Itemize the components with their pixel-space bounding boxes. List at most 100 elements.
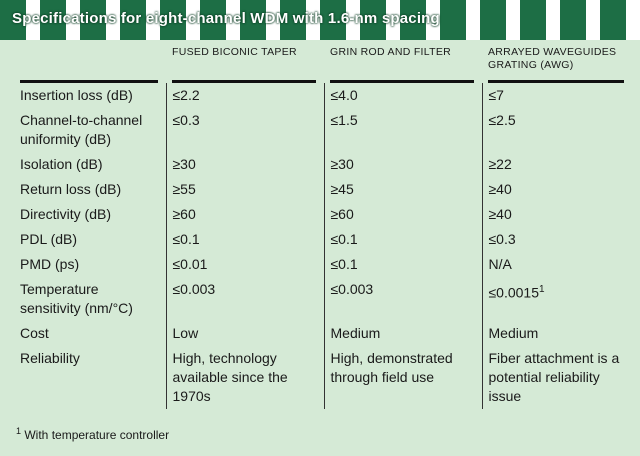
table-row: Isolation (dB) ≥30 ≥30 ≥22 bbox=[14, 152, 632, 177]
row-label: Cost bbox=[14, 321, 166, 346]
cell-text: ≥22 bbox=[488, 156, 512, 172]
cell: Fiber attachment is a potential reliabil… bbox=[481, 346, 632, 409]
cell-text: ≤1.5 bbox=[330, 112, 358, 128]
cell-text: ≤2.5 bbox=[488, 112, 516, 128]
cell: Medium bbox=[481, 321, 632, 346]
cell: ≤0.1 bbox=[165, 227, 324, 252]
footnote-text: With temperature controller bbox=[24, 428, 170, 442]
cell-text: ≥60 bbox=[330, 206, 354, 222]
cell-text: ≥45 bbox=[330, 181, 354, 197]
cell: ≤4.0 bbox=[323, 83, 482, 108]
title-bar: Specifications for eight-channel WDM wit… bbox=[0, 0, 640, 40]
row-label: Insertion loss (dB) bbox=[14, 83, 166, 108]
cell-text: Reliability bbox=[20, 350, 80, 366]
cell: High, technology available since the 197… bbox=[165, 346, 324, 409]
cell: ≥30 bbox=[323, 152, 482, 177]
footnote: 1 With temperature controller bbox=[16, 426, 169, 442]
cell: ≤7 bbox=[481, 83, 632, 108]
cell-text: Isolation (dB) bbox=[20, 156, 103, 172]
cell: ≤0.003 bbox=[323, 277, 482, 321]
table-row: Temperature sensitivity (nm/°C) ≤0.003 ≤0.… bbox=[14, 277, 632, 321]
cell-text: ≤7 bbox=[488, 87, 504, 103]
row-label: Isolation (dB) bbox=[14, 152, 166, 177]
table-row: Return loss (dB) ≥55 ≥45 ≥40 bbox=[14, 177, 632, 202]
cell-text: PDL (dB) bbox=[20, 231, 78, 247]
column-header-text: FUSED BICONIC TAPER bbox=[172, 46, 316, 83]
cell-text: Insertion loss (dB) bbox=[20, 87, 133, 103]
header-blank bbox=[14, 46, 166, 83]
row-label: Temperature sensitivity (nm/°C) bbox=[14, 277, 166, 321]
cell-text: High, technology available since the 197… bbox=[172, 350, 288, 404]
cell: ≥45 bbox=[323, 177, 482, 202]
column-header: GRIN ROD AND FILTER bbox=[324, 46, 482, 83]
table-row: Reliability High, technology available si… bbox=[14, 346, 632, 409]
cell-text: ≤4.0 bbox=[330, 87, 358, 103]
table-row: Channel-to-channel uniformity (dB) ≤0.3 ≤1… bbox=[14, 108, 632, 152]
spec-table: FUSED BICONIC TAPER GRIN ROD AND FILTER AR… bbox=[14, 46, 632, 409]
cell-text: ≤0.1 bbox=[172, 231, 200, 247]
cell: ≥30 bbox=[165, 152, 324, 177]
row-label: PDL (dB) bbox=[14, 227, 166, 252]
cell-text: ≥40 bbox=[488, 206, 512, 222]
row-label: Channel-to-channel uniformity (dB) bbox=[14, 108, 166, 152]
footnote-ref: 1 bbox=[539, 284, 545, 295]
cell: ≥40 bbox=[481, 202, 632, 227]
cell-text: ≥30 bbox=[172, 156, 196, 172]
cell: ≥40 bbox=[481, 177, 632, 202]
table-row: Insertion loss (dB) ≤2.2 ≤4.0 ≤7 bbox=[14, 83, 632, 108]
row-label: Reliability bbox=[14, 346, 166, 409]
cell-text: ≤0.0015 bbox=[488, 284, 540, 301]
cell: ≤2.2 bbox=[165, 83, 324, 108]
cell-text: ≥55 bbox=[172, 181, 196, 197]
cell: ≤1.5 bbox=[323, 108, 482, 152]
cell: ≤2.5 bbox=[481, 108, 632, 152]
footnote-marker: 1 bbox=[16, 426, 22, 436]
cell: ≤0.1 bbox=[323, 227, 482, 252]
row-label: Return loss (dB) bbox=[14, 177, 166, 202]
cell-text: Low bbox=[172, 325, 199, 341]
cell-text: ≤0.003 bbox=[330, 281, 374, 297]
cell-text: ≤0.1 bbox=[330, 256, 358, 272]
cell-text: ≤0.3 bbox=[172, 112, 200, 128]
table-row: PDL (dB) ≤0.1 ≤0.1 ≤0.3 bbox=[14, 227, 632, 252]
cell: ≥60 bbox=[165, 202, 324, 227]
cell: N/A bbox=[481, 252, 632, 277]
cell: Low bbox=[165, 321, 324, 346]
cell-text: ≥30 bbox=[330, 156, 354, 172]
table-row: Cost Low Medium Medium bbox=[14, 321, 632, 346]
title: Specifications for eight-channel WDM wit… bbox=[12, 10, 440, 27]
cell-text: Medium bbox=[330, 325, 381, 341]
cell-text: Return loss (dB) bbox=[20, 181, 122, 197]
cell: ≤0.3 bbox=[165, 108, 324, 152]
cell: High, demonstrated through field use bbox=[323, 346, 482, 409]
cell: ≤0.003 bbox=[165, 277, 324, 321]
table-row: Directivity (dB) ≥60 ≥60 ≥40 bbox=[14, 202, 632, 227]
cell-text: ≤0.003 bbox=[172, 281, 216, 297]
cell-text: High, demonstrated through field use bbox=[330, 350, 453, 385]
cell-text: Temperature sensitivity (nm/°C) bbox=[20, 281, 133, 316]
column-header: FUSED BICONIC TAPER bbox=[166, 46, 324, 83]
cell: ≤0.01 bbox=[165, 252, 324, 277]
cell-text: Cost bbox=[20, 325, 49, 341]
cell-text: Medium bbox=[488, 325, 539, 341]
cell: ≤0.00151 bbox=[481, 277, 632, 321]
cell-text: ≥40 bbox=[488, 181, 512, 197]
cell-text: ≤0.01 bbox=[172, 256, 208, 272]
column-header: ARRAYED WAVEGUIDES GRATING (AWG) bbox=[482, 46, 632, 83]
cell: ≤0.3 bbox=[481, 227, 632, 252]
cell-text: ≥60 bbox=[172, 206, 196, 222]
cell-text: Channel-to-channel uniformity (dB) bbox=[20, 112, 143, 147]
table-row: PMD (ps) ≤0.01 ≤0.1 N/A bbox=[14, 252, 632, 277]
cell-text: Directivity (dB) bbox=[20, 206, 112, 222]
cell-text: PMD (ps) bbox=[20, 256, 80, 272]
cell-text: ≤0.3 bbox=[488, 231, 516, 247]
row-label: PMD (ps) bbox=[14, 252, 166, 277]
cell-text: ≤2.2 bbox=[172, 87, 200, 103]
row-label: Directivity (dB) bbox=[14, 202, 166, 227]
cell: ≥22 bbox=[481, 152, 632, 177]
cell: Medium bbox=[323, 321, 482, 346]
cell-text: ≤0.1 bbox=[330, 231, 358, 247]
cell: ≥55 bbox=[165, 177, 324, 202]
cell: ≥60 bbox=[323, 202, 482, 227]
